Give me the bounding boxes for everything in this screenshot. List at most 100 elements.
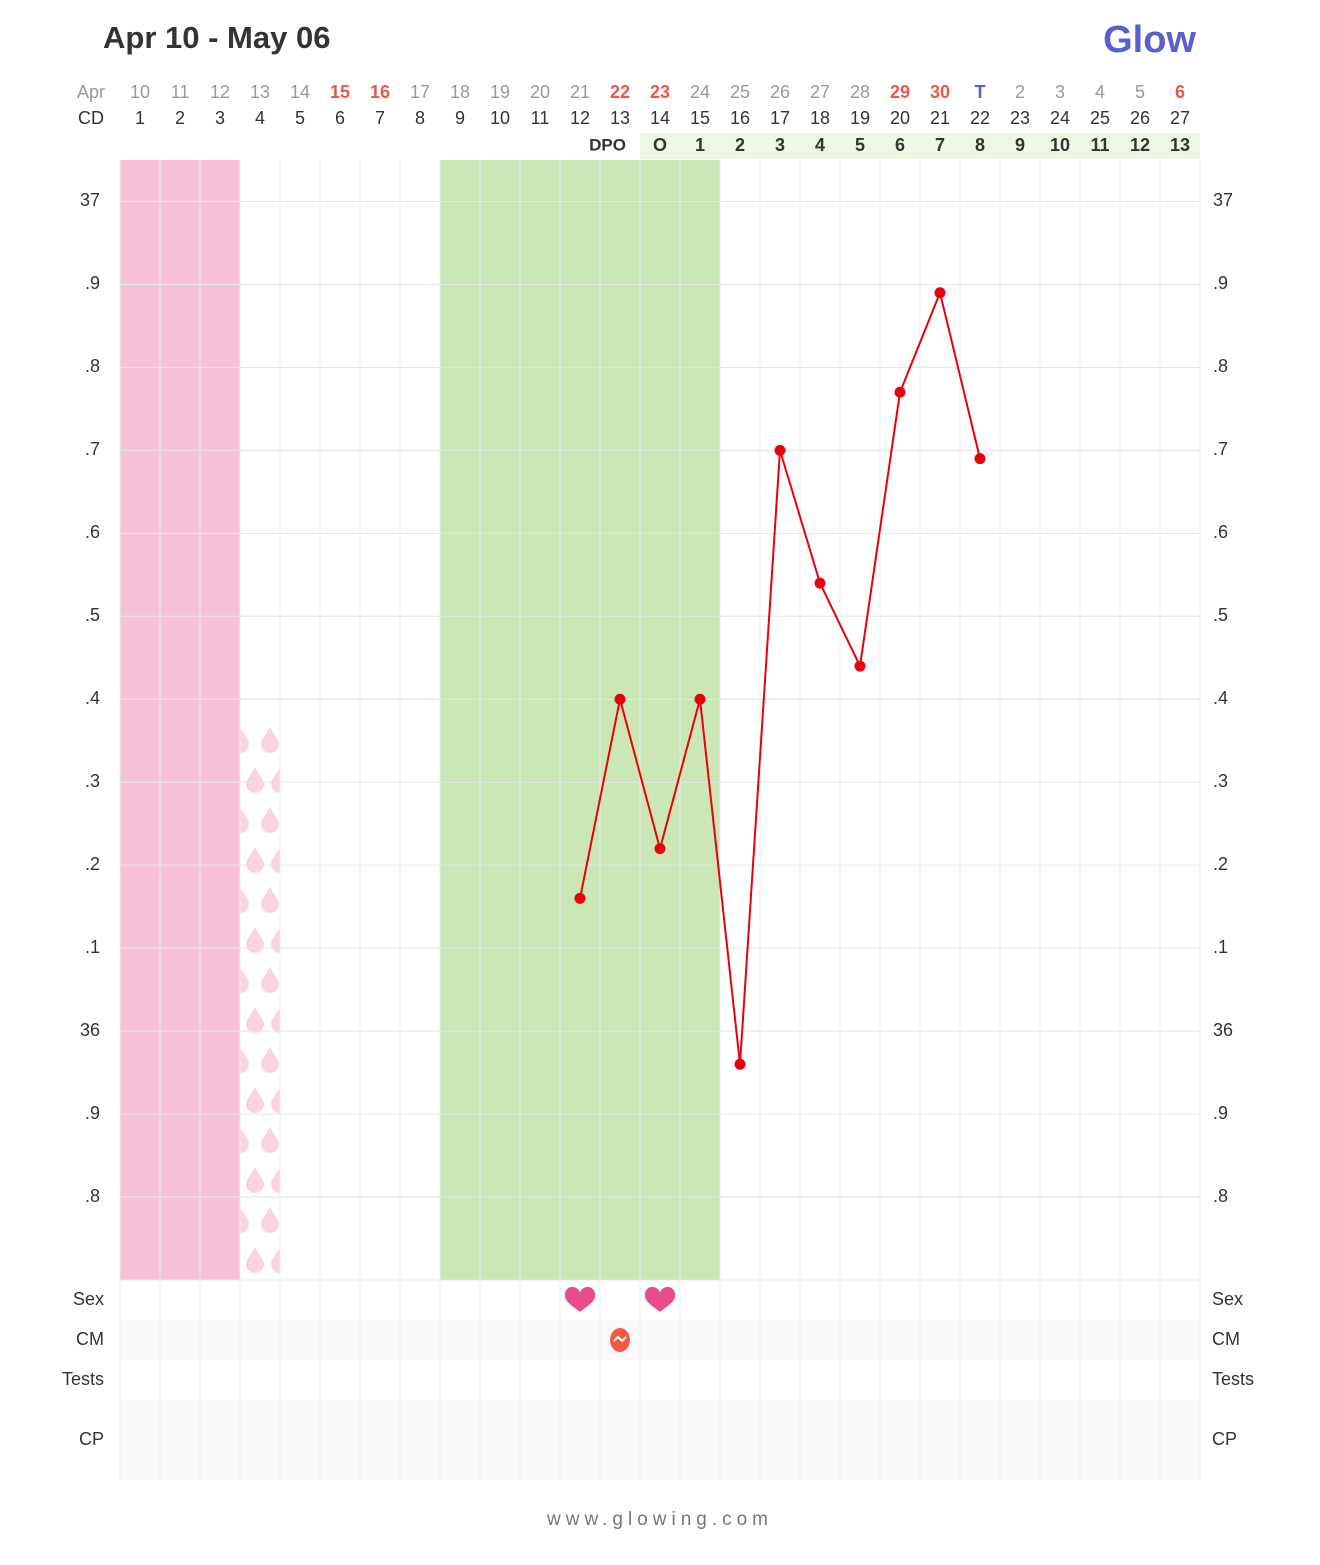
spot-drop [271, 1007, 280, 1033]
cd-number: 5 [295, 108, 305, 128]
date-label: 16 [370, 82, 390, 102]
spot-drop [246, 1247, 264, 1273]
spot-drop [261, 1047, 279, 1073]
date-label: 11 [171, 82, 190, 102]
row-label-right: Sex [1212, 1289, 1243, 1309]
dpo-number: 3 [775, 135, 785, 155]
cd-number: 4 [255, 108, 265, 128]
cd-number: 27 [1170, 108, 1190, 128]
row-label-right: CM [1212, 1329, 1240, 1349]
date-label: T [975, 82, 986, 102]
date-label: 28 [850, 82, 870, 102]
spot-drop [271, 927, 280, 953]
spot-drop [240, 807, 249, 833]
y-tick-label: 37 [80, 190, 100, 210]
y-tick-label: 36 [80, 1020, 100, 1040]
y2-tick-label: .2 [1213, 854, 1228, 874]
y-tick-label: .7 [85, 439, 100, 459]
cd-number: 19 [850, 108, 870, 128]
date-label: 13 [250, 82, 270, 102]
y2-tick-label: .4 [1213, 688, 1228, 708]
dpo-number: 1 [695, 135, 705, 155]
date-label: 22 [610, 82, 630, 102]
date-label: 19 [490, 82, 510, 102]
spot-drop [261, 1127, 279, 1153]
date-label: 15 [330, 82, 350, 102]
spot-drop [240, 887, 249, 913]
temperature-point [614, 693, 626, 705]
row-label-right: Tests [1212, 1369, 1254, 1389]
spot-drop [246, 767, 264, 793]
date-label: 10 [130, 82, 150, 102]
date-label: 12 [210, 82, 230, 102]
dpo-number: 13 [1170, 135, 1190, 155]
dpo-number: 12 [1130, 135, 1150, 155]
cd-number: 18 [810, 108, 830, 128]
cd-number: 12 [570, 108, 590, 128]
y2-tick-label: .7 [1213, 439, 1228, 459]
y2-tick-label: .1 [1213, 937, 1228, 957]
y-tick-label: .1 [85, 937, 100, 957]
sex-heart [564, 1286, 596, 1312]
temperature-point [694, 693, 706, 705]
spot-drop [240, 1127, 249, 1153]
spot-drop [271, 847, 280, 873]
cd-number: 23 [1010, 108, 1030, 128]
spot-drop [240, 1047, 249, 1073]
date-label: 14 [290, 82, 310, 102]
y-tick-label: .3 [85, 771, 100, 791]
row-label: CM [76, 1329, 104, 1349]
temperature-point [814, 577, 826, 589]
cd-number: 6 [335, 108, 345, 128]
spot-drop [246, 1007, 264, 1033]
dpo-number: 2 [735, 135, 745, 155]
spot-drop [271, 1167, 280, 1193]
date-label: 21 [570, 82, 590, 102]
y2-tick-label: .8 [1213, 356, 1228, 376]
date-label: 17 [410, 82, 430, 102]
y-tick-label: .8 [85, 356, 100, 376]
temperature-point [654, 843, 666, 855]
y2-tick-label: .3 [1213, 771, 1228, 791]
cd-number: 15 [690, 108, 710, 128]
dpo-number: 5 [855, 135, 865, 155]
chart-title: Apr 10 - May 06 [103, 20, 330, 55]
y-tick-label: .4 [85, 688, 100, 708]
date-label: 3 [1055, 82, 1065, 102]
y2-tick-label: .6 [1213, 522, 1228, 542]
spot-drop [246, 847, 264, 873]
cd-number: 14 [650, 108, 670, 128]
dpo-number: 9 [1015, 135, 1025, 155]
cd-number: 21 [930, 108, 950, 128]
date-label: 25 [730, 82, 750, 102]
dpo-number: 8 [975, 135, 985, 155]
logo: Glow [1103, 19, 1196, 61]
cd-number: 17 [770, 108, 790, 128]
spot-drop [261, 807, 279, 833]
cd-number: 11 [531, 108, 550, 128]
y2-tick-label: 37 [1213, 190, 1233, 210]
date-label: 23 [650, 82, 670, 102]
y2-tick-label: .9 [1213, 273, 1228, 293]
spot-drop [261, 887, 279, 913]
cd-number: 22 [970, 108, 990, 128]
spot-drop [271, 1247, 280, 1273]
date-label: 2 [1015, 82, 1025, 102]
cd-number: 9 [455, 108, 465, 128]
cm-icon-mark [613, 1335, 627, 1343]
y-tick-label: .2 [85, 854, 100, 874]
spot-drop [261, 967, 279, 993]
row-label-right: CP [1212, 1429, 1237, 1449]
dpo-label: DPO [589, 135, 626, 154]
dpo-number: 10 [1050, 135, 1070, 155]
date-label: 5 [1135, 82, 1145, 102]
date-label: 4 [1095, 82, 1105, 102]
spot-drop [271, 1087, 280, 1113]
cd-number: 13 [610, 108, 630, 128]
cd-number: 26 [1130, 108, 1150, 128]
temperature-point [774, 444, 786, 456]
row-background [120, 1400, 1200, 1480]
period-band [120, 160, 240, 1280]
